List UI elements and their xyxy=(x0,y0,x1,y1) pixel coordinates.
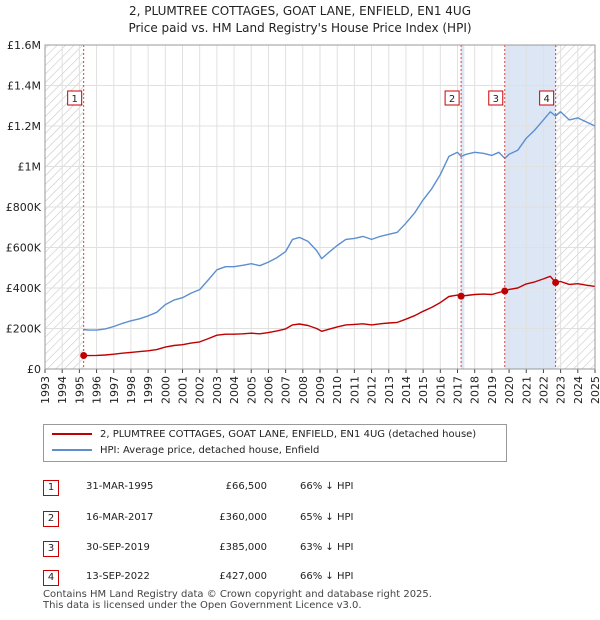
x-tick-label: 2001 xyxy=(177,376,190,404)
y-tick-label: £1.6M xyxy=(7,39,41,52)
sale-point xyxy=(501,287,509,295)
legend: 2, PLUMTREE COTTAGES, GOAT LANE, ENFIELD… xyxy=(43,424,507,462)
y-tick-label: £1.4M xyxy=(7,80,41,93)
x-tick-label: 2021 xyxy=(520,376,533,404)
transaction-price: £360,000 xyxy=(219,512,267,523)
transaction-row: 4 13-SEP-2022 £427,000 66% ↓ HPI xyxy=(0,566,600,596)
x-tick-label: 2010 xyxy=(331,376,344,404)
x-tick-label: 2023 xyxy=(555,376,568,404)
transaction-price: £66,500 xyxy=(225,481,267,492)
transaction-hpi: 66% ↓ HPI xyxy=(300,481,354,492)
transaction-hpi: 63% ↓ HPI xyxy=(300,542,354,553)
x-tick-label: 2004 xyxy=(228,376,241,404)
x-tick-label: 2017 xyxy=(452,376,465,404)
chart-title: 2, PLUMTREE COTTAGES, GOAT LANE, ENFIELD… xyxy=(128,4,471,18)
x-tick-label: 2006 xyxy=(262,376,275,404)
x-tick-label: 2008 xyxy=(297,376,310,404)
x-tick-label: 1995 xyxy=(73,376,86,404)
x-tick-label: 2009 xyxy=(314,376,327,404)
x-tick-label: 2022 xyxy=(537,376,550,404)
transaction-number: 4 xyxy=(43,570,59,586)
x-tick-label: 2007 xyxy=(280,376,293,404)
x-tick-label: 2002 xyxy=(194,376,207,404)
sale-number-label: 3 xyxy=(493,94,499,105)
plot-border xyxy=(44,44,596,370)
y-tick-label: £800K xyxy=(6,201,42,214)
sale-number-box xyxy=(488,90,504,106)
x-tick-label: 2024 xyxy=(572,376,585,404)
price-chart: 1 2 3 4 £0 £200K £400K £600K £800K £1M £1.2M £1.4M… xyxy=(6,39,600,404)
x-tick-label: 1999 xyxy=(142,376,155,404)
series-line xyxy=(83,111,596,331)
footer-notice: Contains HM Land Registry data © Crown c… xyxy=(43,589,432,611)
x-tick-label: 2012 xyxy=(366,376,379,404)
transaction-row: 1 31-MAR-1995 £66,500 66% ↓ HPI xyxy=(0,476,600,506)
x-tick-label: 2025 xyxy=(589,376,600,404)
transaction-date: 13-SEP-2022 xyxy=(86,571,150,582)
sale-number-box xyxy=(67,90,83,106)
transaction-date: 30-SEP-2019 xyxy=(86,542,150,553)
chart-subtitle: Price paid vs. HM Land Registry's House … xyxy=(128,21,472,35)
sale-number-box xyxy=(444,90,460,106)
x-tick-label: 2016 xyxy=(434,376,447,404)
legend-item-price-paid: 2, PLUMTREE COTTAGES, GOAT LANE, ENFIELD… xyxy=(52,428,476,442)
legend-item-hpi: HPI: Average price, detached house, Enfi… xyxy=(52,444,319,458)
sale-number-box xyxy=(539,90,555,106)
x-tick-label: 1997 xyxy=(108,376,121,404)
x-tick-label: 1994 xyxy=(56,376,69,404)
y-tick-label: £600K xyxy=(6,242,42,255)
transaction-hpi: 66% ↓ HPI xyxy=(300,571,354,582)
x-tick-label: 2005 xyxy=(245,376,258,404)
series-line xyxy=(83,275,596,357)
legend-label-hpi: HPI: Average price, detached house, Enfi… xyxy=(100,445,320,456)
legend-label-price-paid: 2, PLUMTREE COTTAGES, GOAT LANE, ENFIELD… xyxy=(100,429,477,440)
sale-point xyxy=(552,279,560,287)
x-tick-label: 1996 xyxy=(91,376,104,404)
sale-number-label: 2 xyxy=(449,94,455,105)
x-tick-label: 2020 xyxy=(503,376,516,404)
transaction-number: 2 xyxy=(43,511,59,527)
x-tick-label: 2014 xyxy=(400,376,413,404)
y-tick-label: £400K xyxy=(6,282,42,295)
transaction-number: 3 xyxy=(43,541,59,557)
footer-licence: This data is licensed under the Open Gov… xyxy=(43,600,362,611)
transaction-date: 31-MAR-1995 xyxy=(86,481,154,492)
y-tick-label: £1.2M xyxy=(7,120,41,133)
y-tick-label: £200K xyxy=(6,323,42,336)
x-tick-label: 2019 xyxy=(486,376,499,404)
sale-point xyxy=(80,352,88,360)
transaction-date: 16-MAR-2017 xyxy=(86,512,154,523)
sale-number-label: 1 xyxy=(71,94,77,105)
transaction-price: £385,000 xyxy=(219,542,267,553)
transaction-hpi: 65% ↓ HPI xyxy=(300,512,354,523)
transaction-row: 3 30-SEP-2019 £385,000 63% ↓ HPI xyxy=(0,537,600,567)
y-tick-label: £0 xyxy=(27,363,41,376)
footer-copyright: Contains HM Land Registry data © Crown c… xyxy=(43,589,432,600)
sale-number-label: 4 xyxy=(543,94,549,105)
y-tick-label: £1M xyxy=(18,161,42,174)
transaction-number: 1 xyxy=(43,480,59,496)
sale-point xyxy=(457,292,465,300)
x-tick-label: 2011 xyxy=(348,376,361,404)
x-tick-label: 1998 xyxy=(125,376,138,404)
transaction-price: £427,000 xyxy=(219,571,267,582)
x-tick-label: 1993 xyxy=(39,376,52,404)
x-tick-label: 2018 xyxy=(469,376,482,404)
x-tick-label: 2015 xyxy=(417,376,430,404)
x-tick-label: 2000 xyxy=(159,376,172,404)
x-tick-label: 2003 xyxy=(211,376,224,404)
transaction-row: 2 16-MAR-2017 £360,000 65% ↓ HPI xyxy=(0,507,600,537)
x-tick-label: 2013 xyxy=(383,376,396,404)
legend-swatch-price-paid xyxy=(52,433,92,435)
legend-swatch-hpi xyxy=(52,449,92,451)
